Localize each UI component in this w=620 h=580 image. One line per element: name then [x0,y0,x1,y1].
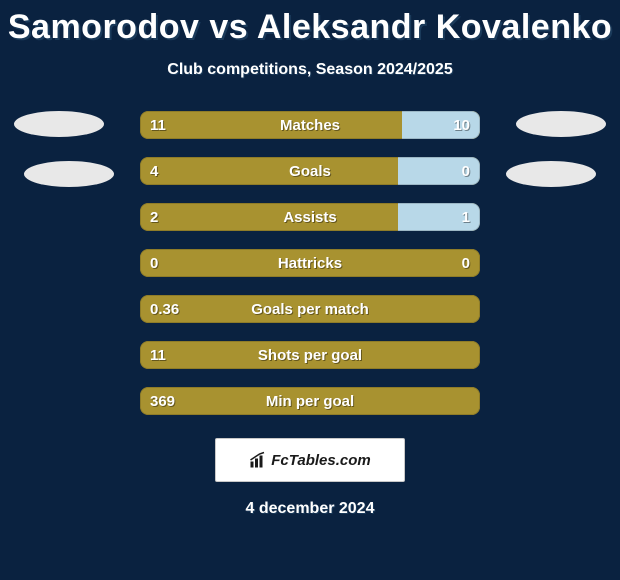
branding-text: FcTables.com [271,452,370,469]
stat-label: Matches [140,111,480,139]
stat-label: Goals [140,157,480,185]
stat-row: 11Shots per goal [140,341,480,369]
stat-row: 0.36Goals per match [140,295,480,323]
stat-right-value: 0 [462,249,470,277]
comparison-chart: 11Matches104Goals02Assists10Hattricks00.… [0,111,620,421]
stat-row: 4Goals0 [140,157,480,185]
stat-label: Shots per goal [140,341,480,369]
subtitle: Club competitions, Season 2024/2025 [0,61,620,79]
chart-icon [249,451,267,469]
stat-row: 11Matches10 [140,111,480,139]
stat-row: 0Hattricks0 [140,249,480,277]
stat-label: Hattricks [140,249,480,277]
stat-right-value: 1 [462,203,470,231]
player-right-avatar-2 [506,161,596,187]
player-right-avatar-1 [516,111,606,137]
page-title: Samorodov vs Aleksandr Kovalenko [0,0,620,47]
stat-row: 2Assists1 [140,203,480,231]
stat-label: Goals per match [140,295,480,323]
bars-container: 11Matches104Goals02Assists10Hattricks00.… [140,111,480,433]
stat-label: Assists [140,203,480,231]
player-left-avatar-2 [24,161,114,187]
stat-right-value: 10 [453,111,470,139]
player-left-avatar-1 [14,111,104,137]
stat-label: Min per goal [140,387,480,415]
stat-row: 369Min per goal [140,387,480,415]
stat-right-value: 0 [462,157,470,185]
branding-badge[interactable]: FcTables.com [215,438,405,482]
date-label: 4 december 2024 [0,500,620,518]
